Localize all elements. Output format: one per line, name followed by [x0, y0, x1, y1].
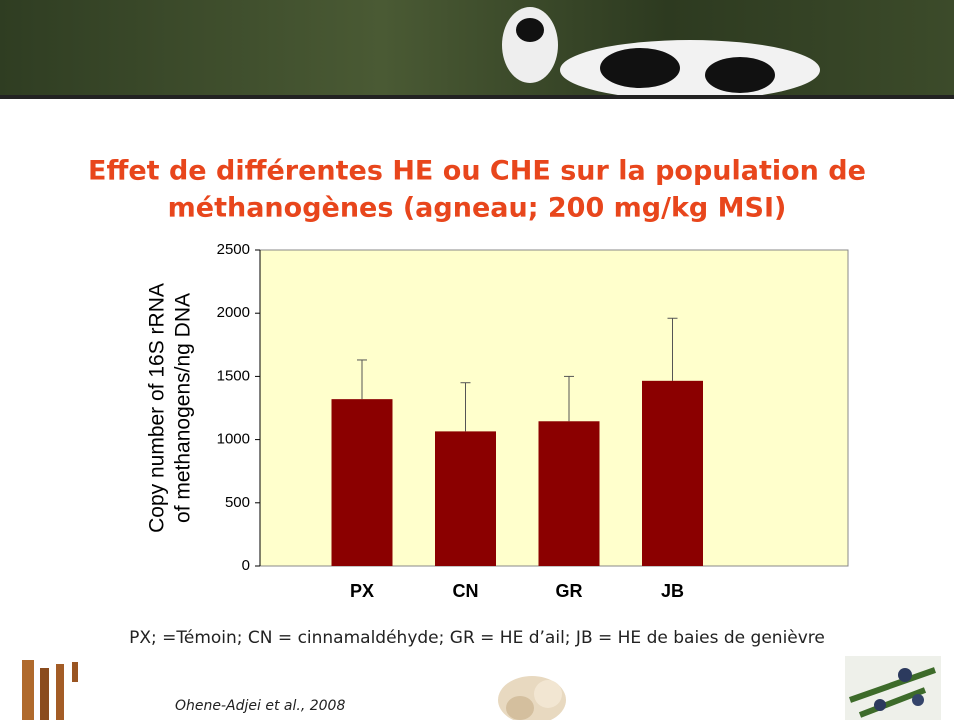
y-tick-label: 1000	[217, 431, 250, 448]
y-tick-label: 2500	[217, 241, 250, 258]
bar	[538, 421, 600, 566]
chart-title: Effet de différentes HE ou CHE sur la po…	[88, 156, 866, 187]
citation: Ohene-Adjei et al., 2008	[175, 698, 345, 714]
cow	[502, 7, 820, 100]
bar	[435, 431, 496, 566]
x-tick-label: JB	[661, 581, 684, 601]
y-tick-label: 2000	[217, 304, 250, 321]
chart-title: méthanogènes (agneau; 200 mg/kg MSI)	[168, 193, 787, 224]
y-tick-label: 0	[242, 557, 250, 574]
x-tick-label: CN	[453, 581, 479, 601]
y-tick-label: 500	[225, 494, 250, 511]
juniper-image	[845, 656, 941, 720]
bar	[642, 380, 703, 566]
bar	[331, 399, 393, 566]
y-axis-label: of methanogens/ng DNA	[172, 293, 195, 523]
x-tick-label: PX	[350, 581, 374, 601]
y-axis-label: Copy number of 16S rRNA	[146, 283, 169, 533]
x-tick-label: GR	[556, 581, 583, 601]
cinnamon-image	[22, 660, 78, 720]
y-tick-label: 1500	[217, 367, 250, 384]
footnote: PX; =Témoin; CN = cinnamaldéhyde; GR = H…	[129, 628, 825, 648]
garlic-image	[498, 676, 566, 720]
banner-border	[0, 95, 954, 99]
